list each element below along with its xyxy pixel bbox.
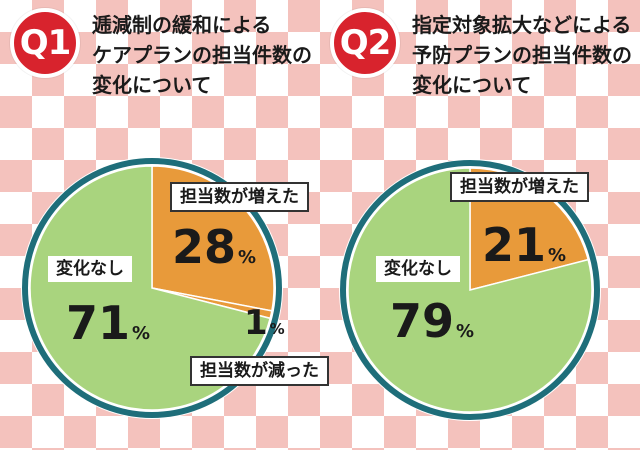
- value-no-change-q2: 79: [390, 294, 455, 348]
- label-decreased-q1: 担当数が減った: [190, 356, 329, 386]
- pie-chart-q1: [21, 157, 283, 419]
- pct-no-change-q1: 71%: [66, 300, 150, 346]
- value-increased-q1: 28: [172, 220, 237, 274]
- value-no-change-q1: 71: [66, 296, 131, 350]
- pie-chart-q2: [339, 159, 601, 421]
- pct-increased-q1: 28%: [172, 224, 256, 270]
- pct-no-change-q2: 79%: [390, 298, 474, 344]
- chart-title-q1: 逓減制の緩和による ケアプランの担当件数の 変化について: [92, 13, 312, 97]
- pct-decreased-q1: 1%: [244, 306, 285, 340]
- question-badge-q2: Q2: [330, 8, 400, 78]
- value-decreased-q1: 1: [244, 303, 268, 343]
- pie-slice-no-change-q2: [347, 167, 593, 413]
- label-no-change-q2: 変化なし: [376, 256, 460, 282]
- pct-increased-q2: 21%: [482, 222, 566, 268]
- question-badge-q1: Q1: [10, 8, 80, 78]
- chart-title-q2: 指定対象拡大などによる 予防プランの担当件数の 変化について: [412, 13, 632, 97]
- percent-sign: %: [548, 245, 567, 266]
- percent-sign: %: [238, 247, 257, 268]
- label-increased-q1: 担当数が増えた: [170, 182, 309, 212]
- pie-ring: [340, 160, 600, 420]
- value-increased-q2: 21: [482, 218, 547, 272]
- chart-panel-q1: Q1 逓減制の緩和による ケアプランの担当件数の 変化について 担当数が増えた …: [10, 8, 329, 419]
- percent-sign: %: [132, 323, 151, 344]
- chart-panel-q2: Q2 指定対象拡大などによる 予防プランの担当件数の 変化について 担当数が増え…: [320, 0, 640, 450]
- label-no-change-q1: 変化なし: [48, 256, 132, 282]
- percent-sign: %: [269, 320, 285, 338]
- percent-sign: %: [456, 321, 475, 342]
- pie-ring: [22, 158, 282, 418]
- label-increased-q2: 担当数が増えた: [450, 172, 589, 202]
